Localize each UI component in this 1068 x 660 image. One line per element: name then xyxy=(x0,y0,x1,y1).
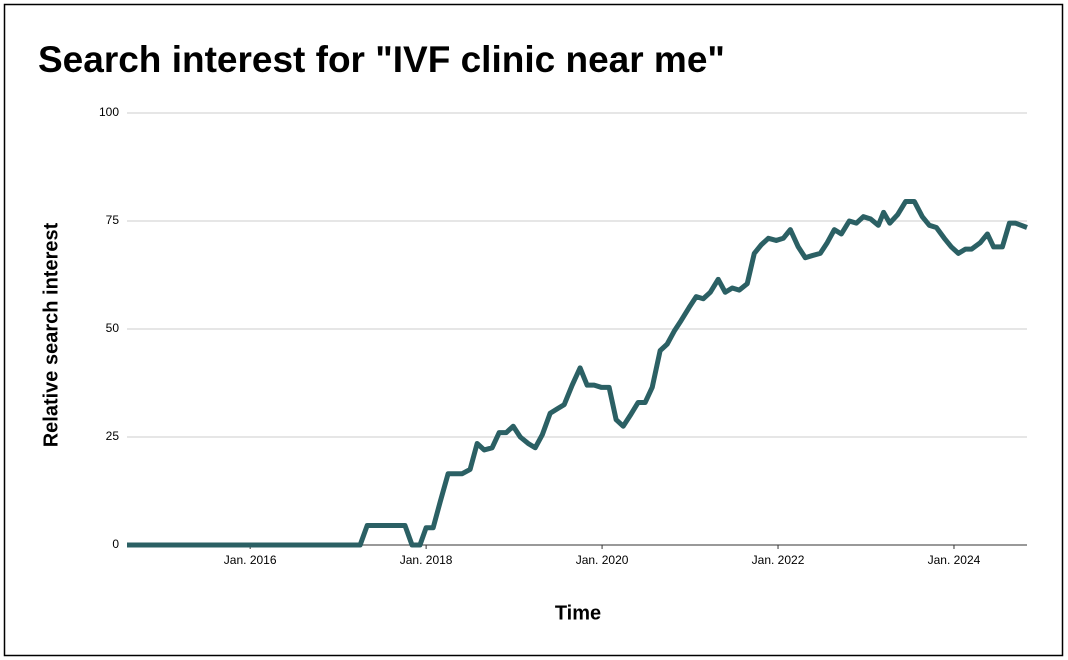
x-axis-label: Time xyxy=(555,602,601,624)
x-tick-label: Jan. 2018 xyxy=(400,553,453,567)
y-tick-label: 100 xyxy=(99,105,119,119)
x-tick-label: Jan. 2020 xyxy=(576,553,629,567)
y-tick-label: 25 xyxy=(106,429,120,443)
y-tick-label: 0 xyxy=(112,537,119,551)
x-tick-label: Jan. 2024 xyxy=(928,553,981,567)
y-axis-label: Relative search interest xyxy=(40,222,62,447)
x-tick-label: Jan. 2022 xyxy=(752,553,805,567)
data-line xyxy=(127,199,1028,548)
y-tick-label: 50 xyxy=(106,321,120,335)
y-tick-label: 75 xyxy=(106,213,120,227)
chart-border xyxy=(3,3,1064,657)
x-tick-label: Jan. 2016 xyxy=(224,553,277,567)
chart-title: Search interest for "IVF clinic near me" xyxy=(38,39,725,80)
